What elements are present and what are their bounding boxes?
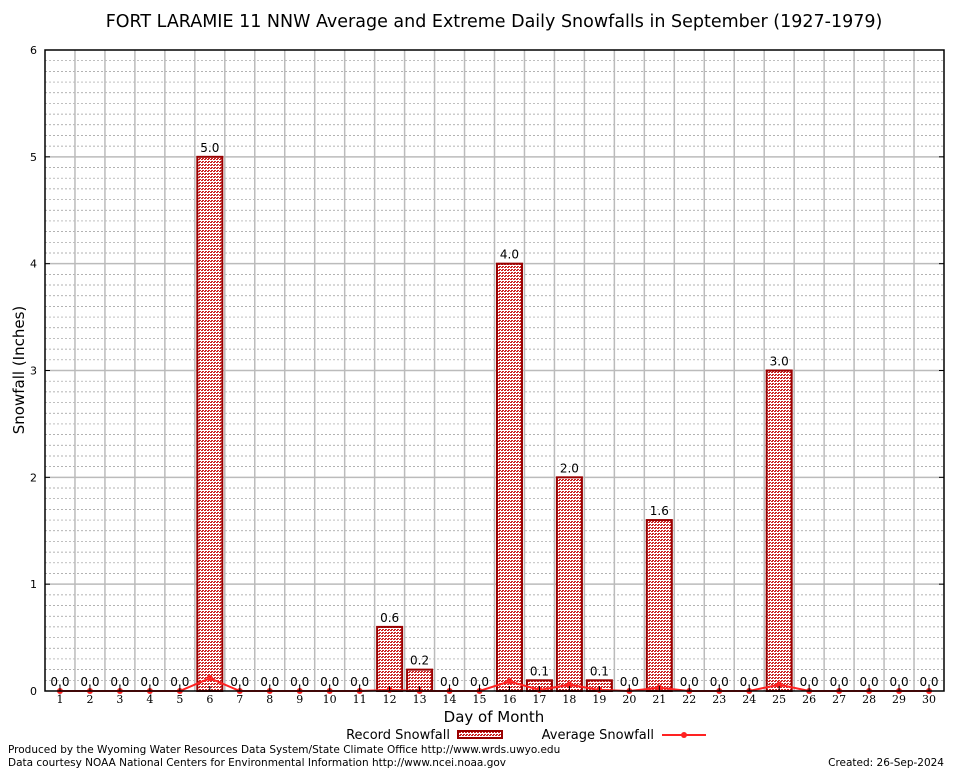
x-tick-label: 9 [296,693,303,706]
grid [45,50,944,691]
legend-average-marker [681,732,687,738]
value-label: 0.2 [410,654,429,668]
y-tick-label: 4 [30,258,37,271]
x-tick-label: 13 [413,693,427,706]
value-label: 0.0 [440,675,459,689]
x-tick-label: 18 [562,693,576,706]
x-tick-labels: 1 2 3 4 5 6 7 8 9 10 11 12 13 14 15 16 17 18 19 20 21 22 23 24 2… [56,686,936,706]
record-bar-day-12 [376,625,404,693]
value-label: 5.0 [200,141,219,155]
x-tick-label: 7 [236,693,243,706]
y-tick-label: 6 [30,44,37,57]
record-bar-day-6 [196,155,224,693]
x-tick-label: 27 [832,693,846,706]
x-tick-label: 21 [652,693,666,706]
legend-average-label: Average Snowfall [542,728,654,743]
value-label: 0.0 [290,675,309,689]
x-tick-label: 12 [383,693,397,706]
value-label: 0.6 [380,611,399,625]
x-tick-label: 22 [682,693,696,706]
x-tick-label: 16 [502,693,516,706]
value-label: 0.0 [50,675,69,689]
x-tick-label: 8 [266,693,273,706]
x-axis-label: Day of Month [444,708,545,726]
x-tick-label: 10 [323,693,337,706]
value-label: 0.0 [80,675,99,689]
x-tick-label: 1 [56,693,63,706]
x-tick-label: 23 [712,693,726,706]
value-label: 0.0 [260,675,279,689]
chart-title: FORT LARAMIE 11 NNW Average and Extreme … [106,12,883,32]
x-tick-label: 11 [353,693,367,706]
x-tick-label: 24 [742,693,756,706]
value-label: 0.1 [530,664,549,678]
value-label: 0.0 [620,675,639,689]
value-label: 0.0 [860,675,879,689]
footer-data-source: Data courtesy NOAA National Centers for … [8,757,506,768]
x-tick-label: 15 [473,693,487,706]
x-tick-label: 20 [622,693,636,706]
y-tick-label: 5 [30,151,37,164]
legend: Record Snowfall Average Snowfall [346,728,706,743]
x-tick-label: 5 [176,693,183,706]
x-tick-label: 25 [772,693,786,706]
value-label: 0.0 [919,675,938,689]
value-label: 0.0 [800,675,819,689]
value-label: 2.0 [560,461,579,475]
x-tick-label: 29 [892,693,906,706]
value-label: 0.0 [890,675,909,689]
average-point-day-6 [206,675,213,682]
x-tick-label: 28 [862,693,876,706]
average-point-day-18 [566,681,573,688]
record-bar-day-18 [555,476,583,693]
value-label: 0.0 [140,675,159,689]
value-label: 0.0 [740,675,759,689]
value-label: 3.0 [770,355,789,369]
x-tick-label: 30 [922,693,936,706]
y-axis-label: Snowfall (Inches) [10,306,28,434]
value-label: 0.0 [320,675,339,689]
value-label: 0.0 [470,675,489,689]
y-tick-label: 2 [30,471,37,484]
x-tick-label: 17 [532,693,546,706]
legend-record-swatch [457,730,503,739]
value-labels: 0.0 0.0 0.0 0.0 0.0 5.0 0.0 0.0 0.0 0.0 0.0 0.6 0.2 0… [50,141,938,689]
record-bar-day-16 [495,262,523,692]
bars [196,155,793,693]
x-tick-label: 26 [802,693,816,706]
y-tick-label: 0 [30,685,37,698]
value-label: 0.0 [350,675,369,689]
footer-producer: Produced by the Wyoming Water Resources … [8,744,560,756]
x-tick-label: 6 [206,693,213,706]
average-polyline [59,677,930,693]
value-label: 0.0 [110,675,129,689]
x-tick-label: 4 [146,693,153,706]
x-tick-label: 2 [86,693,93,706]
average-point-day-25 [776,681,783,688]
x-tick-label: 14 [443,693,457,706]
value-label: 0.0 [830,675,849,689]
y-tick-labels: 0 1 2 3 4 5 6 [30,44,944,698]
value-label: 0.0 [710,675,729,689]
x-tick-label: 3 [116,693,123,706]
legend-record-label: Record Snowfall [346,728,450,743]
value-label: 0.1 [590,664,609,678]
value-label: 0.0 [170,675,189,689]
value-label: 1.6 [650,504,669,518]
y-tick-label: 3 [30,365,37,378]
record-bar-day-25 [765,369,793,692]
value-label: 0.0 [230,675,249,689]
record-bar-day-21 [645,519,673,692]
x-tick-label: 19 [592,693,606,706]
y-tick-label: 1 [30,578,37,591]
footer-created: Created: 26-Sep-2024 [828,757,944,768]
value-label: 0.0 [680,675,699,689]
value-label: 4.0 [500,248,519,262]
average-point-day-16 [506,678,513,685]
